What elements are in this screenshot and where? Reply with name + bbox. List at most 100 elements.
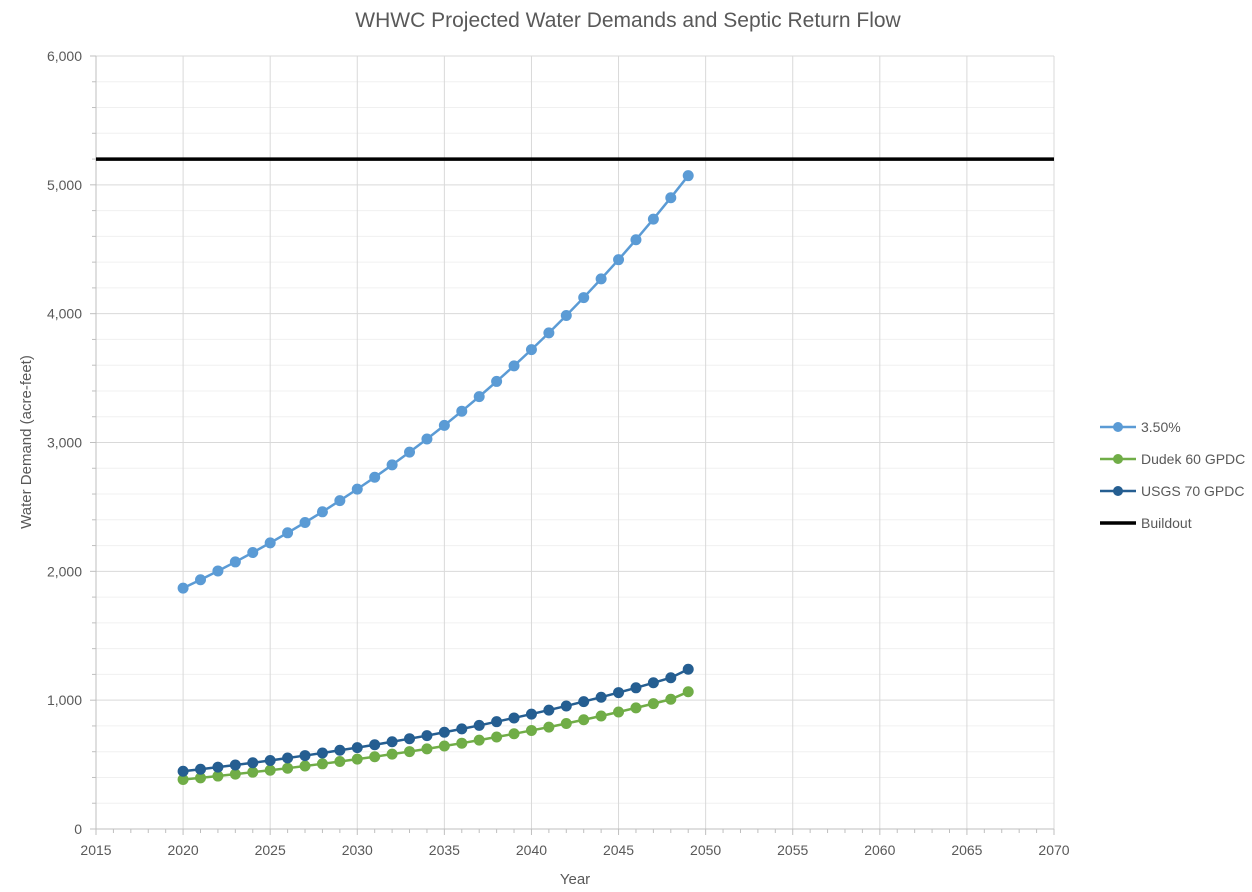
data-point-3-50 — [560, 309, 572, 321]
legend-swatch-marker — [1113, 422, 1123, 432]
data-point-usgs-70-gpdc — [229, 759, 241, 771]
data-point-usgs-70-gpdc — [595, 691, 607, 703]
y-tick-label: 2,000 — [47, 563, 82, 579]
data-point-dudek-60-gpdc — [491, 731, 503, 743]
data-point-3-50 — [369, 471, 381, 483]
data-point-3-50 — [351, 483, 363, 495]
data-point-3-50 — [404, 446, 416, 458]
series-line-usgs-70-gpdc — [182, 668, 689, 773]
data-point-dudek-60-gpdc — [369, 751, 381, 763]
x-tick-label: 2050 — [690, 842, 721, 858]
data-point-3-50 — [456, 405, 468, 417]
axes — [90, 55, 1055, 835]
data-point-dudek-60-gpdc — [630, 702, 642, 714]
y-tick-label: 4,000 — [47, 306, 82, 322]
x-tick-label: 2065 — [951, 842, 982, 858]
y-axis-label: Water Demand (acre-feet) — [18, 355, 35, 529]
data-point-usgs-70-gpdc — [473, 719, 485, 731]
data-point-usgs-70-gpdc — [316, 747, 328, 759]
x-tick-label: 2025 — [255, 842, 286, 858]
data-point-usgs-70-gpdc — [195, 763, 207, 775]
data-point-usgs-70-gpdc — [421, 730, 433, 742]
data-point-dudek-60-gpdc — [560, 717, 572, 729]
data-point-3-50 — [282, 527, 294, 539]
data-point-dudek-60-gpdc — [351, 753, 363, 765]
y-tick-label: 0 — [74, 821, 82, 837]
data-point-3-50 — [386, 459, 398, 471]
data-point-dudek-60-gpdc — [386, 748, 398, 760]
data-point-usgs-70-gpdc — [351, 742, 363, 754]
legend-entry-label: 3.50% — [1141, 419, 1181, 435]
data-point-3-50 — [195, 574, 207, 586]
data-point-dudek-60-gpdc — [421, 743, 433, 755]
data-point-3-50 — [682, 170, 694, 182]
x-tick-label: 2060 — [864, 842, 895, 858]
data-point-3-50 — [543, 327, 555, 339]
x-tick-label: 2040 — [516, 842, 547, 858]
data-point-usgs-70-gpdc — [212, 761, 224, 773]
data-point-3-50 — [613, 254, 625, 266]
data-point-3-50 — [177, 582, 189, 594]
y-tick-label: 5,000 — [47, 177, 82, 193]
data-point-dudek-60-gpdc — [682, 686, 694, 698]
x-axis-ticks: 2015 2020 2025 2030 2035 2040 2045 2050 2055 2060… — [80, 842, 1069, 858]
legend-entry-label: USGS 70 GPDC — [1141, 483, 1244, 499]
legend-swatch-marker — [1113, 486, 1123, 496]
data-point-dudek-60-gpdc — [665, 693, 677, 705]
data-point-dudek-60-gpdc — [647, 698, 659, 710]
data-point-usgs-70-gpdc — [665, 672, 677, 684]
data-point-usgs-70-gpdc — [525, 708, 537, 720]
legend-entry-label: Buildout — [1141, 515, 1192, 531]
x-axis-label: Year — [560, 871, 590, 887]
data-point-dudek-60-gpdc — [282, 762, 294, 774]
series-layer — [96, 157, 1054, 786]
data-point-3-50 — [647, 213, 659, 225]
data-point-usgs-70-gpdc — [247, 757, 259, 769]
data-point-usgs-70-gpdc — [177, 765, 189, 777]
major-gridlines — [96, 55, 1055, 829]
data-point-3-50 — [473, 391, 485, 403]
legend-entry-label: Dudek 60 GPDC — [1141, 451, 1245, 467]
data-point-dudek-60-gpdc — [334, 755, 346, 767]
data-point-usgs-70-gpdc — [264, 754, 276, 766]
data-point-3-50 — [229, 556, 241, 568]
x-tick-label: 2015 — [80, 842, 111, 858]
x-tick-label: 2030 — [342, 842, 373, 858]
y-tick-label: 3,000 — [47, 435, 82, 451]
data-point-dudek-60-gpdc — [595, 710, 607, 722]
data-point-usgs-70-gpdc — [543, 704, 555, 716]
data-point-dudek-60-gpdc — [508, 728, 520, 740]
data-point-usgs-70-gpdc — [456, 723, 468, 735]
data-point-usgs-70-gpdc — [334, 744, 346, 756]
data-point-3-50 — [595, 273, 607, 285]
data-point-dudek-60-gpdc — [543, 721, 555, 733]
data-point-3-50 — [665, 192, 677, 204]
data-point-usgs-70-gpdc — [630, 682, 642, 694]
legend-swatch-marker — [1113, 454, 1123, 464]
data-point-dudek-60-gpdc — [473, 734, 485, 746]
y-tick-label: 1,000 — [47, 692, 82, 708]
data-point-usgs-70-gpdc — [404, 733, 416, 745]
data-point-3-50 — [508, 360, 520, 372]
data-point-usgs-70-gpdc — [647, 677, 659, 689]
data-point-usgs-70-gpdc — [282, 752, 294, 764]
data-point-dudek-60-gpdc — [456, 737, 468, 749]
data-point-usgs-70-gpdc — [508, 712, 520, 724]
data-point-3-50 — [630, 234, 642, 246]
data-point-dudek-60-gpdc — [525, 724, 537, 736]
data-point-3-50 — [247, 547, 259, 559]
data-point-3-50 — [264, 537, 276, 549]
x-tick-label: 2070 — [1038, 842, 1069, 858]
y-tick-label: 6,000 — [47, 48, 82, 64]
data-point-3-50 — [491, 375, 503, 387]
y-axis-ticks: 0 1,000 2,000 3,000 4,000 5,000 6,000 — [47, 48, 82, 837]
data-point-dudek-60-gpdc — [264, 764, 276, 776]
x-tick-label: 2020 — [168, 842, 199, 858]
chart-title: WHWC Projected Water Demands and Septic … — [355, 9, 901, 32]
x-tick-label: 2045 — [603, 842, 634, 858]
data-point-3-50 — [438, 419, 450, 431]
data-point-dudek-60-gpdc — [247, 766, 259, 778]
data-point-usgs-70-gpdc — [578, 696, 590, 708]
